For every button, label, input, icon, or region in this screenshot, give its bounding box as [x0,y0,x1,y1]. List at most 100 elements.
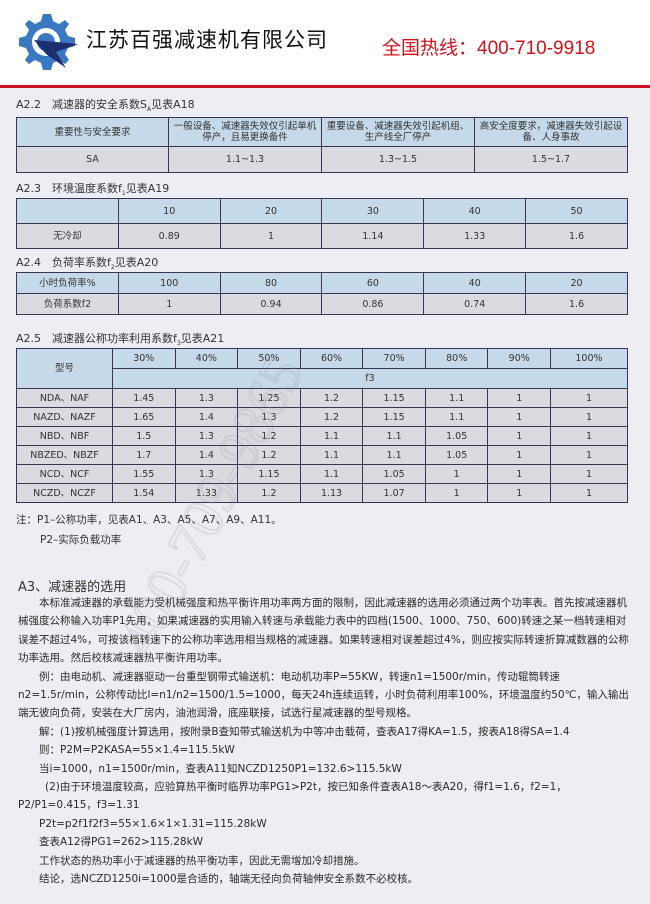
table-cell: 1 [549,464,629,484]
table-cell: 1.65 [112,407,176,427]
table-cell: 1.3 [174,426,239,446]
table-cell: 1.3 [174,388,239,408]
table-a21: 型号 30% 40% 50% 60% 70% 80% 90% 100% f3 NDA、NAF 1.45… [16,348,629,503]
table-a19: 10 20 30 40 50 无冷却 0.89 1 1.14 1.33 1.6 [16,198,628,249]
table-cell: 1.2 [237,426,301,446]
table-cell: 1 [487,464,551,484]
table-cell: 1 [487,407,551,427]
table-cell: 20 [525,272,628,294]
table-cell: 型号 [16,348,113,389]
table-cell: f3 [112,368,628,389]
table-row: 小时负荷率% 100 80 60 40 20 [16,272,628,294]
table-row: NBD、NBF 1.5 1.3 1.2 1.1 1.1 1.05 1 1 [16,426,629,446]
table-cell: 1.33 [423,223,527,249]
page-header: 江苏百强减速机有限公司 全国热线：400-710-9918 [0,0,650,88]
company-logo-icon [19,14,78,70]
table-cell: 40% [174,348,239,369]
table-cell: 1.05 [424,426,489,446]
company-name: 江苏百强减速机有限公司 [86,28,328,52]
table-row: NDA、NAF 1.45 1.3 1.25 1.2 1.15 1.1 1 1 [16,388,629,408]
table-row: 重要性与安全要求 一般设备、减速器失效仅引起单机停产，且易更换备件 重要设备、减速器… [16,117,628,147]
table-cell: 30 [321,198,425,224]
table-cell: 1.13 [299,483,364,503]
table-row: NCD、NCF 1.55 1.3 1.15 1.1 1.05 1 1 1 [16,464,629,484]
section-a23-title: A2.3 环境温度系数f1见表A19 [16,182,170,198]
table-cell: 1 [487,445,551,465]
table-cell: NCZD、NCZF [16,483,113,503]
table-cell: 无冷却 [16,223,119,249]
a3-body: 本标准减速器的承载能力受机械强度和热平衡许用功率两方面的限制，因此减速器的选用必… [18,594,634,889]
table-cell: 1.15 [362,407,426,427]
table-cell: 1 [549,407,629,427]
table-cell: SA [16,146,169,173]
table-cell: 50 [525,198,628,224]
table-cell: 1.1 [424,388,489,408]
table-cell: 100 [117,272,221,294]
table-cell: 40 [423,198,527,224]
table-row: NAZD、NAZF 1.65 1.4 1.3 1.2 1.15 1.1 1 1 [16,407,629,427]
table-cell: 1.05 [362,464,426,484]
solution-line-8: 结论，选NCZD1250i=1000是合适的，轴端无径向负荷轴伸安全系数不必校核… [39,873,419,886]
table-cell: 1.1 [299,464,364,484]
table-cell: 0.86 [321,293,425,315]
table-cell: 60% [299,348,364,369]
table-cell: 1 [219,223,323,249]
table-cell: 1.2 [237,483,301,503]
table-cell: 1.1 [424,407,489,427]
solution-line-7: 工作状态的热功率小于减速器的热平衡功率，因此无需增加冷却措施。 [39,854,365,867]
a3-example-paragraph: 例：由电动机、减速器驱动一台重型钢带式输送机：电动机功率P=55KW，转速n1=… [18,670,629,720]
table-cell: 1.15 [362,388,426,408]
table-cell: 1 [549,483,629,503]
solution-line-1: 解：(1)按机械强度计算选用，按附录B查知带式输送机为中等冲击载荷，查表A17得… [39,725,570,738]
table-cell: 20 [219,198,323,224]
table-cell: 1.5 [112,426,176,446]
table-cell: 一般设备、减速器失效仅引起单机停产，且易更换备件 [168,117,322,147]
table-cell: 1 [549,426,629,446]
table-cell: 50% [237,348,301,369]
table-cell: 1.1 [299,445,364,465]
table-cell: 1.05 [424,445,489,465]
solution-line-5: P2t=p2f1f2f3=55×1.6×1×1.31=115.28kW [39,817,267,830]
a3-intro-paragraph: 本标准减速器的承载能力受机械强度和热平衡许用功率两方面的限制，因此减速器的选用必… [18,597,629,665]
table-cell: 0.89 [117,223,221,249]
solution-line-6: 查表A12得PG1=262>115.28kW [39,836,204,849]
solution-line-4: (2)由于环境温度较高，应验算热平衡时临界功率PG1>P2t，按已知条件查表A1… [18,781,567,812]
table-cell: 1 [117,293,221,315]
table-cell: 60 [321,272,425,294]
table-row: 无冷却 0.89 1 1.14 1.33 1.6 [16,223,628,249]
section-a24-title: A2.4 负荷率系数f2见表A20 [16,256,159,272]
table-cell: 1.14 [321,223,425,249]
table-cell: 1.2 [237,445,301,465]
table-cell: 1.45 [112,388,176,408]
table-cell: 1 [424,483,489,503]
table-cell: 1.3 [237,407,301,427]
table-cell: 1.6 [525,293,628,315]
table-cell: 1.33 [174,483,239,503]
table-cell: 1.4 [174,407,239,427]
table-row: 负荷系数f2 1 0.94 0.86 0.74 1.6 [16,293,628,315]
table-cell: 高安全度要求，减速器失效引起设备、人身事故 [474,117,628,147]
table-cell [16,198,119,224]
solution-line-3: 当i=1000，n1=1500r/min，查表A11知NCZD1250P1=13… [39,762,402,775]
note-p1: 注：P1–公称功率，见表A1、A3、A5、A7、A9、A11。 [16,514,282,526]
table-cell: 1.2 [299,388,364,408]
table-row: 型号 30% 40% 50% 60% 70% 80% 90% 100% [16,348,629,389]
table-a20: 小时负荷率% 100 80 60 40 20 负荷系数f2 1 0.94 0.86 0.74 1.6 [16,272,628,315]
table-cell: NDA、NAF [16,388,113,408]
table-cell: 重要设备、减速器失效引起机组、生产线全厂停产 [321,117,475,147]
table-cell: 1.1~1.3 [168,146,322,173]
table-cell: 1.1 [362,445,426,465]
table-row: NCZD、NCZF 1.54 1.33 1.2 1.13 1.07 1 1 1 [16,483,629,503]
table-cell: 1 [487,426,551,446]
table-cell: 100% [549,348,629,369]
table-cell: 1.25 [237,388,301,408]
table-row: SA 1.1~1.3 1.3~1.5 1.5~1.7 [16,146,628,173]
note-p2: P2–实际负载功率 [40,534,122,546]
table-cell: 1.7 [112,445,176,465]
table-cell: 30% [112,348,176,369]
table-cell: 1.6 [525,223,628,249]
table-cell: 1 [487,388,551,408]
hotline: 全国热线：400-710-9918 [382,38,596,59]
table-cell: 1.2 [299,407,364,427]
table-cell: 0.94 [219,293,323,315]
